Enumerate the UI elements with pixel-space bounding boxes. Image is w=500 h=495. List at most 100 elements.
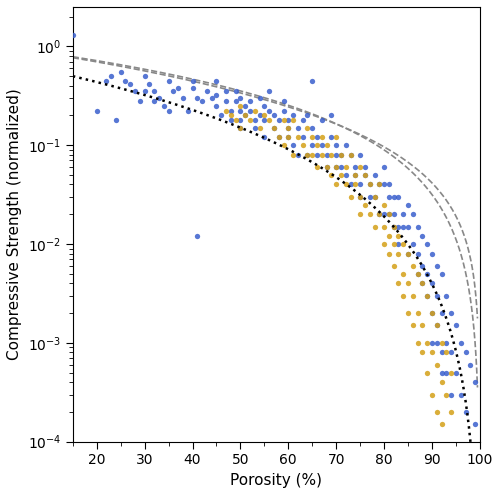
Point xyxy=(251,107,259,115)
Point xyxy=(380,223,388,231)
Point xyxy=(433,361,441,369)
Point xyxy=(260,116,268,124)
Point xyxy=(352,171,360,179)
Point xyxy=(212,77,220,85)
Point xyxy=(438,348,446,356)
Point xyxy=(404,279,412,287)
Point xyxy=(337,163,345,171)
Point xyxy=(289,116,297,124)
Point xyxy=(447,369,455,377)
Point xyxy=(390,210,398,218)
Point xyxy=(208,94,216,102)
Point xyxy=(328,151,336,159)
Point xyxy=(284,133,292,141)
Point xyxy=(289,141,297,149)
Point xyxy=(361,171,369,179)
Point xyxy=(102,77,110,85)
Point xyxy=(409,292,417,299)
Point xyxy=(418,279,426,287)
Point xyxy=(246,97,254,105)
Point xyxy=(376,181,384,189)
Point xyxy=(342,163,350,171)
Point xyxy=(313,141,321,149)
Point xyxy=(164,77,172,85)
Point xyxy=(394,240,402,248)
Point xyxy=(260,111,268,119)
Point xyxy=(304,124,312,132)
Point xyxy=(112,116,120,124)
Point xyxy=(232,116,239,124)
Point xyxy=(256,124,264,132)
Point xyxy=(251,116,259,124)
Point xyxy=(418,279,426,287)
Point xyxy=(280,97,287,105)
Point xyxy=(246,116,254,124)
Point xyxy=(380,240,388,248)
Point xyxy=(304,151,312,159)
Point xyxy=(356,193,364,201)
Point xyxy=(447,408,455,416)
Point xyxy=(298,133,306,141)
Point xyxy=(471,378,479,386)
Point xyxy=(346,151,354,159)
Point xyxy=(390,223,398,231)
Point xyxy=(313,163,321,171)
Point xyxy=(236,116,244,124)
Point xyxy=(385,181,393,189)
Point xyxy=(194,232,202,240)
Point xyxy=(423,292,431,299)
Point xyxy=(466,361,474,369)
Point xyxy=(438,339,446,347)
Point xyxy=(318,151,326,159)
Point xyxy=(394,232,402,240)
Point xyxy=(394,193,402,201)
Point xyxy=(409,262,417,270)
Point xyxy=(265,116,273,124)
Point xyxy=(308,141,316,149)
Point xyxy=(298,116,306,124)
Point xyxy=(356,181,364,189)
Point xyxy=(433,262,441,270)
Point xyxy=(356,193,364,201)
Point xyxy=(447,391,455,398)
Point xyxy=(236,124,244,132)
Point xyxy=(164,107,172,115)
Point xyxy=(140,88,148,96)
Point xyxy=(414,223,422,231)
Point xyxy=(332,163,340,171)
Point xyxy=(140,72,148,80)
Point xyxy=(188,84,196,92)
Point xyxy=(390,193,398,201)
Point xyxy=(126,80,134,88)
Point xyxy=(447,309,455,317)
Point xyxy=(241,102,249,110)
Point xyxy=(370,193,378,201)
Point xyxy=(265,88,273,96)
Point xyxy=(222,97,230,105)
Point xyxy=(409,240,417,248)
Point xyxy=(414,270,422,278)
Point xyxy=(428,309,436,317)
Point xyxy=(380,200,388,208)
Point xyxy=(418,348,426,356)
Point xyxy=(256,111,264,119)
Point xyxy=(442,339,450,347)
Point xyxy=(366,181,374,189)
Point xyxy=(284,116,292,124)
Point xyxy=(385,193,393,201)
Point xyxy=(352,163,360,171)
Point xyxy=(122,77,130,85)
Point xyxy=(385,210,393,218)
Point xyxy=(423,270,431,278)
Point xyxy=(428,279,436,287)
Point xyxy=(289,111,297,119)
Point xyxy=(332,141,340,149)
Point xyxy=(236,102,244,110)
Point xyxy=(438,270,446,278)
Point xyxy=(346,181,354,189)
Point xyxy=(260,133,268,141)
Point xyxy=(322,163,330,171)
Point xyxy=(332,181,340,189)
Point xyxy=(442,391,450,398)
Point xyxy=(456,391,464,398)
